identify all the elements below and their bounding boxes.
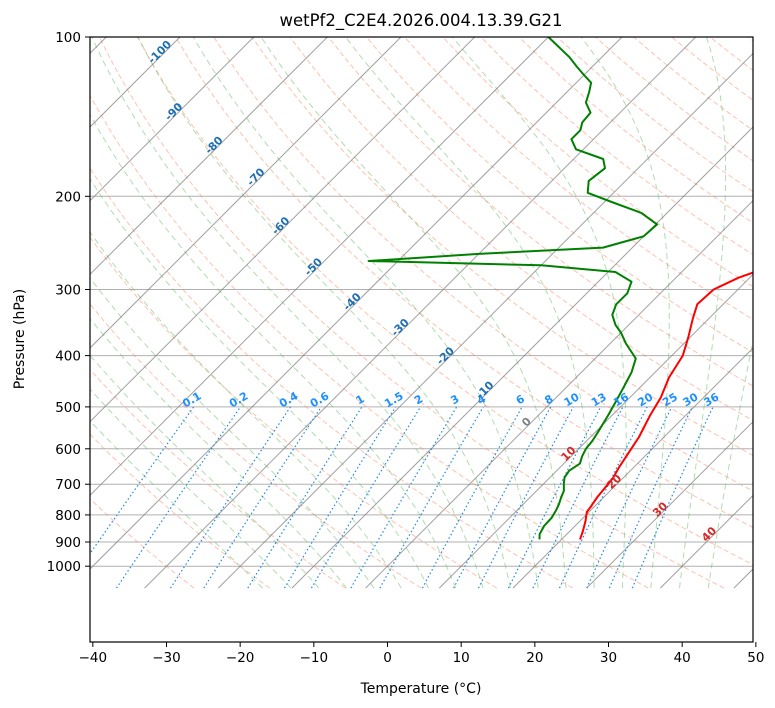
moist-adiabat — [90, 354, 320, 589]
isotherm — [586, 420, 753, 589]
isotherm — [90, 37, 550, 497]
mixing-ratio-line — [558, 406, 648, 589]
mixing-ratio-line — [116, 406, 241, 589]
x-tick-label: 10 — [453, 650, 470, 666]
dry-adiabat — [90, 94, 649, 589]
isotherm — [90, 37, 255, 202]
x-tick-label: −10 — [300, 650, 329, 666]
mixing-ratio-line — [90, 406, 195, 555]
moist-adiabat — [707, 337, 753, 589]
mixing-ratio-line — [507, 406, 602, 589]
isotherm — [90, 37, 623, 570]
mixing-ratio-line — [350, 406, 458, 589]
dry-adiabat — [403, 37, 753, 320]
y-axis-title: Pressure (hPa) — [12, 289, 28, 389]
mixing-ratio-line — [310, 406, 422, 589]
chart-title: wetPf2_C2E4.2026.004.13.39.G21 — [279, 11, 562, 31]
mixing-ratio-line — [421, 406, 523, 589]
y-tick-label: 600 — [55, 442, 81, 458]
dry-adiabat — [442, 37, 753, 288]
dry-adiabat — [90, 368, 346, 589]
y-tick-label: 300 — [55, 282, 81, 298]
moist-adiabat — [90, 177, 429, 589]
dry-adiabat — [98, 37, 725, 589]
isotherm — [90, 37, 329, 276]
y-tick-label: 900 — [55, 535, 81, 551]
dewpoint-profile-line — [367, 37, 659, 540]
moist-adiabat — [137, 37, 511, 589]
y-tick-label: 500 — [55, 400, 81, 416]
temperature-profile-line — [579, 271, 753, 540]
x-axis: −40 −30 −20 −10 0 10 20 30 40 50 — [79, 642, 764, 666]
isotherm — [90, 37, 476, 423]
isotherm — [90, 37, 402, 349]
x-tick-label: 20 — [526, 650, 543, 666]
y-tick-label: 1000 — [47, 559, 81, 575]
mixing-ratio-line — [608, 406, 693, 589]
y-tick-label: 100 — [55, 30, 81, 46]
plot-frame — [89, 36, 754, 643]
mixing-ratio-line — [247, 406, 363, 589]
dry-adiabat — [90, 236, 498, 589]
mixing-ratio-line — [477, 406, 574, 589]
dry-adiabat — [365, 37, 753, 354]
isotherm — [144, 37, 697, 589]
isotherm — [438, 273, 753, 589]
isotherm — [90, 37, 181, 128]
mixing-ratio-line — [379, 406, 484, 589]
y-tick-label: 400 — [55, 349, 81, 365]
moist-adiabat — [679, 37, 727, 589]
moist-adiabat — [90, 317, 347, 589]
mixing-ratio-line — [631, 406, 714, 589]
isotherm — [291, 126, 753, 589]
isotherm — [512, 347, 753, 589]
dry-adiabat — [90, 433, 270, 589]
moist-adiabat — [90, 420, 263, 589]
moist-adiabat — [91, 37, 484, 589]
x-tick-label: −30 — [152, 650, 181, 666]
x-tick-label: −20 — [226, 650, 255, 666]
isotherm — [217, 52, 753, 589]
mixing-ratio-line — [453, 406, 552, 589]
isotherm — [365, 199, 753, 589]
y-tick-label: 800 — [55, 508, 81, 524]
x-tick-label: 30 — [600, 650, 617, 666]
moist-adiabat — [90, 231, 402, 589]
mixing-ratio-line — [532, 406, 624, 589]
dry-adiabat — [90, 167, 573, 589]
x-tick-label: 40 — [674, 650, 691, 666]
dry-adiabat — [90, 498, 195, 589]
x-tick-label: 0 — [383, 650, 392, 666]
series-lines — [367, 37, 753, 540]
moist-adiabat — [90, 113, 457, 589]
x-axis-title: Temperature (°C) — [360, 681, 482, 697]
y-tick-label: 200 — [55, 189, 81, 205]
dry-adiabat — [175, 37, 753, 529]
mixing-ratio-line — [586, 406, 673, 589]
x-tick-label: 50 — [747, 650, 764, 666]
y-axis: 100 200 300 400 500 600 700 800 900 1000 — [47, 30, 90, 575]
x-tick-label: −40 — [79, 650, 108, 666]
moist-adiabat — [90, 388, 292, 589]
y-tick-label: 700 — [55, 477, 81, 493]
